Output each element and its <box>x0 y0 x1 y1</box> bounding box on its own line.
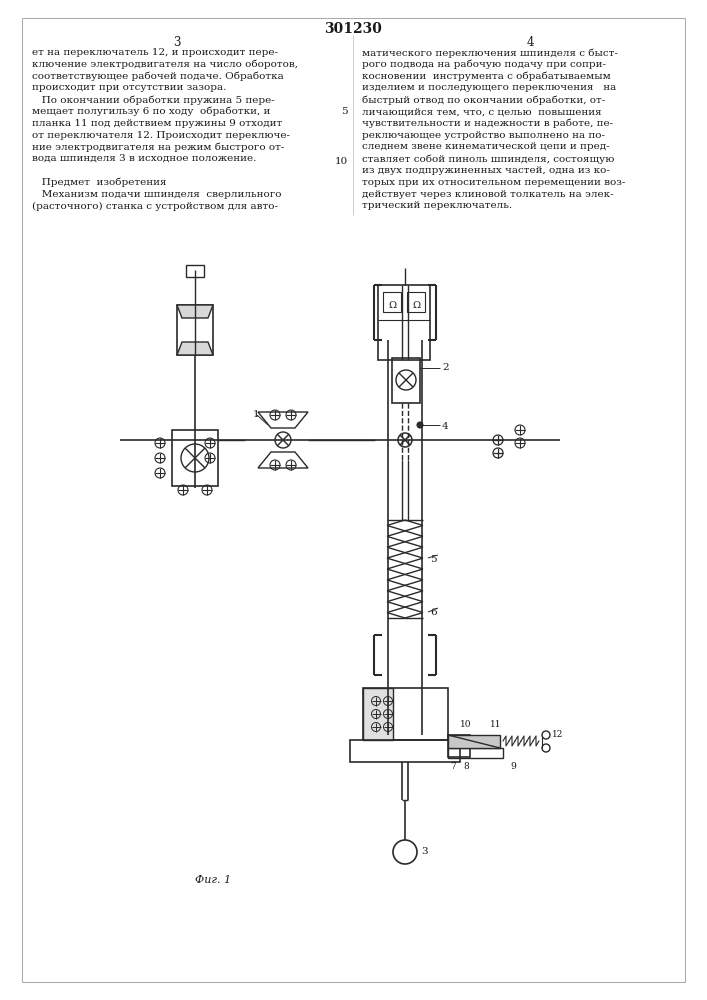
Text: вода шпинделя 3 в исходное положение.: вода шпинделя 3 в исходное положение. <box>32 154 257 163</box>
Text: происходит при отсутствии зазора.: происходит при отсутствии зазора. <box>32 83 226 92</box>
Polygon shape <box>258 412 308 428</box>
Text: рого подвода на рабочую подачу при сопри-: рого подвода на рабочую подачу при сопри… <box>362 60 606 69</box>
Text: мещает полугильзу 6 по ходу  обработки, и: мещает полугильзу 6 по ходу обработки, и <box>32 107 270 116</box>
Text: 9: 9 <box>510 762 516 771</box>
Text: 11: 11 <box>490 720 501 729</box>
Bar <box>383 292 401 312</box>
Bar <box>407 292 425 312</box>
Polygon shape <box>258 452 308 468</box>
Text: реключающее устройство выполнено на по-: реключающее устройство выполнено на по- <box>362 131 605 140</box>
Text: трический переключатель.: трический переключатель. <box>362 201 512 210</box>
Text: изделием и последующего переключения   на: изделием и последующего переключения на <box>362 83 617 92</box>
Bar <box>350 740 460 762</box>
Text: 4: 4 <box>526 36 534 49</box>
Text: 301230: 301230 <box>324 22 382 36</box>
Text: Механизм подачи шпинделя  сверлильного: Механизм подачи шпинделя сверлильного <box>32 190 281 199</box>
Text: Ω: Ω <box>412 300 420 310</box>
Text: Предмет  изобретения: Предмет изобретения <box>32 178 167 187</box>
Text: 2: 2 <box>442 363 449 372</box>
Text: торых при их относительном перемещении воз-: торых при их относительном перемещении в… <box>362 178 626 187</box>
Text: от переключателя 12. Происходит переключе-: от переключателя 12. Происходит переключ… <box>32 131 290 140</box>
Text: Фиг. 1: Фиг. 1 <box>195 875 231 885</box>
Text: 5: 5 <box>430 555 437 564</box>
Text: ключение электродвигателя на число оборотов,: ключение электродвигателя на число оборо… <box>32 60 298 69</box>
Bar <box>186 265 204 277</box>
Text: Ω: Ω <box>388 300 396 310</box>
Text: 12: 12 <box>552 730 563 739</box>
Text: (расточного) станка с устройством для авто-: (расточного) станка с устройством для ав… <box>32 201 278 211</box>
Text: 6: 6 <box>430 608 437 617</box>
Text: 10: 10 <box>334 157 348 166</box>
Bar <box>448 735 470 757</box>
Polygon shape <box>177 305 213 318</box>
Text: быстрый отвод по окончании обработки, от-: быстрый отвод по окончании обработки, от… <box>362 95 605 105</box>
Text: 5: 5 <box>341 107 348 116</box>
Bar <box>172 430 218 486</box>
Text: соответствующее рабочей подаче. Обработка: соответствующее рабочей подаче. Обработк… <box>32 72 284 81</box>
Text: 10: 10 <box>460 720 472 729</box>
Text: 1: 1 <box>253 410 259 419</box>
Text: По окончании обработки пружина 5 пере-: По окончании обработки пружина 5 пере- <box>32 95 275 105</box>
Text: 3: 3 <box>421 846 428 856</box>
Text: 4: 4 <box>442 422 449 431</box>
Text: чувствительности и надежности в работе, пе-: чувствительности и надежности в работе, … <box>362 119 613 128</box>
Text: ние электродвигателя на режим быстрого от-: ние электродвигателя на режим быстрого о… <box>32 142 284 152</box>
Polygon shape <box>448 735 500 748</box>
Text: из двух подпружиненных частей, одна из ко-: из двух подпружиненных частей, одна из к… <box>362 166 610 175</box>
Text: планка 11 под действием пружины 9 отходит: планка 11 под действием пружины 9 отходи… <box>32 119 282 128</box>
Bar <box>448 748 503 758</box>
Text: косновении  инструмента с обрабатываемым: косновении инструмента с обрабатываемым <box>362 72 611 81</box>
Bar <box>363 688 393 740</box>
Bar <box>363 688 448 740</box>
Bar <box>378 285 430 360</box>
Text: личающийся тем, что, с целью  повышения: личающийся тем, что, с целью повышения <box>362 107 602 116</box>
Text: матического переключения шпинделя с быст-: матического переключения шпинделя с быст… <box>362 48 618 57</box>
Text: 7: 7 <box>450 762 456 771</box>
Text: ставляет собой пиноль шпинделя, состоящую: ставляет собой пиноль шпинделя, состоящу… <box>362 154 614 164</box>
Circle shape <box>417 422 423 428</box>
Text: действует через клиновой толкатель на элек-: действует через клиновой толкатель на эл… <box>362 190 614 199</box>
Bar <box>177 305 213 355</box>
Text: ет на переключатель 12, и происходит пере-: ет на переключатель 12, и происходит пер… <box>32 48 278 57</box>
Bar <box>392 358 420 403</box>
Text: 8: 8 <box>463 762 469 771</box>
Text: 3: 3 <box>173 36 181 49</box>
Polygon shape <box>177 342 213 355</box>
Text: следнем звене кинематической цепи и пред-: следнем звене кинематической цепи и пред… <box>362 142 609 151</box>
